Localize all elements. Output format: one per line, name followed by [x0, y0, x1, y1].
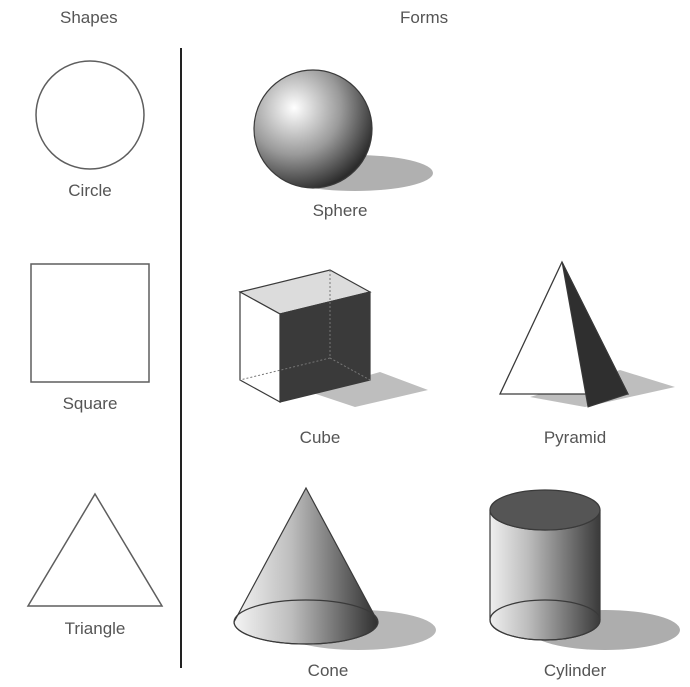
label-pyramid: Pyramid — [470, 428, 680, 448]
square-icon — [22, 258, 158, 388]
header-shapes: Shapes — [60, 8, 118, 28]
label-circle: Circle — [30, 181, 150, 201]
label-cube: Cube — [210, 428, 430, 448]
sphere-icon — [235, 55, 445, 195]
vertical-divider — [180, 48, 182, 668]
label-triangle: Triangle — [20, 619, 170, 639]
cell-circle: Circle — [30, 55, 150, 201]
cone-icon — [218, 480, 438, 655]
label-cylinder: Cylinder — [470, 661, 680, 681]
cell-triangle: Triangle — [20, 488, 170, 639]
label-square: Square — [22, 394, 158, 414]
pyramid-icon — [470, 252, 680, 422]
circle-icon — [30, 55, 150, 175]
cell-pyramid: Pyramid — [470, 252, 680, 448]
cell-sphere: Sphere — [235, 55, 445, 221]
cell-square: Square — [22, 258, 158, 414]
label-sphere: Sphere — [235, 201, 445, 221]
cube-icon — [210, 252, 430, 422]
triangle-icon — [20, 488, 170, 613]
header-forms: Forms — [400, 8, 448, 28]
label-cone: Cone — [218, 661, 438, 681]
cell-cube: Cube — [210, 252, 430, 448]
cell-cone: Cone — [218, 480, 438, 681]
cylinder-icon — [470, 480, 680, 655]
shapes-vs-forms-diagram: Shapes Forms Circle Square Triangle — [0, 0, 690, 687]
cell-cylinder: Cylinder — [470, 480, 680, 681]
